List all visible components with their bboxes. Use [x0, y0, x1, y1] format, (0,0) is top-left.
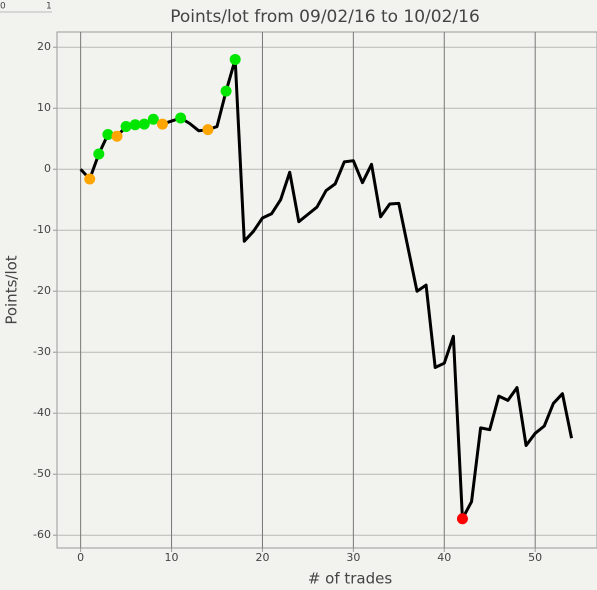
y-tick-label: 20	[37, 40, 51, 53]
ruler-label: 1	[46, 2, 52, 12]
trade-marker	[175, 112, 187, 124]
trade-marker	[120, 121, 132, 133]
y-tick-label: 0	[44, 162, 51, 175]
x-tick-label: 0	[77, 551, 84, 564]
trade-marker	[84, 173, 96, 185]
x-axis-label: # of trades	[308, 570, 393, 588]
ruler-label: 0	[0, 2, 6, 12]
trade-marker	[147, 113, 159, 125]
trade-marker	[111, 130, 123, 142]
y-tick-label: -40	[33, 406, 51, 419]
x-tick-label: 10	[165, 551, 179, 564]
trade-marker	[129, 119, 141, 131]
y-tick-label: -10	[33, 223, 51, 236]
y-tick-label: -60	[33, 528, 51, 541]
y-axis-label: Points/lot	[3, 255, 21, 324]
y-tick-label: -50	[33, 467, 51, 480]
x-tick-label: 40	[437, 551, 451, 564]
x-tick-label: 50	[528, 551, 542, 564]
plot-area	[56, 31, 597, 549]
trade-marker	[93, 148, 105, 160]
y-tick-label: -20	[33, 284, 51, 297]
y-tick-label: 10	[37, 101, 51, 114]
x-tick-label: 30	[346, 551, 360, 564]
trade-marker	[138, 118, 150, 130]
chart-title: Points/lot from 09/02/16 to 10/02/16	[170, 7, 480, 27]
trade-marker	[156, 118, 168, 130]
x-tick-label: 20	[255, 551, 269, 564]
trade-marker	[202, 124, 214, 136]
trade-marker	[220, 85, 232, 97]
trade-marker	[102, 128, 114, 140]
trade-marker	[229, 53, 241, 65]
trade-marker	[456, 513, 468, 525]
y-tick-label: -30	[33, 345, 51, 358]
